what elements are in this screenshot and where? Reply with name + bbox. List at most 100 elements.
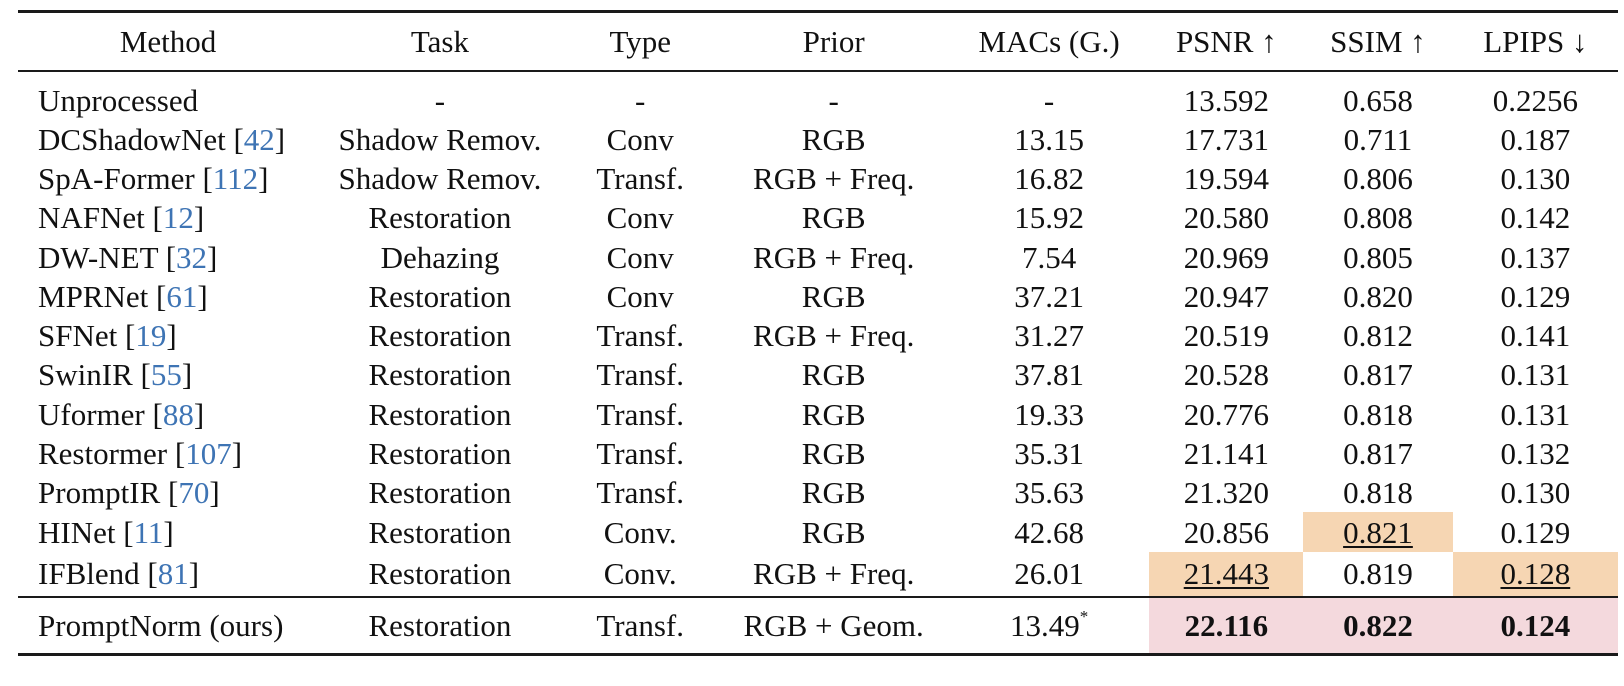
citation-link[interactable]: 42 (243, 121, 275, 157)
ssim-cell: 0.820 (1343, 278, 1413, 314)
lpips-cell: 0.2256 (1492, 83, 1578, 118)
table-body: Unprocessed - - - - 13.592 0.658 0.2256 … (18, 71, 1618, 597)
method-cell: SFNet [19] (38, 318, 177, 354)
method-cell: SwinIR [55] (38, 357, 193, 393)
prior-cell: RGB (801, 514, 866, 550)
lpips-cell: 0.132 (1500, 436, 1571, 472)
ssim-cell: 0.658 (1343, 83, 1413, 118)
method-name: MPRNet (38, 278, 149, 314)
method-cell: NAFNet [12] (38, 200, 205, 236)
citation-link[interactable]: 61 (166, 278, 198, 314)
task-cell: Restoration (368, 556, 512, 592)
ssim-cell: 0.818 (1343, 475, 1413, 511)
table-row: MPRNet [61] Restoration Conv RGB 37.21 2… (18, 277, 1618, 316)
lpips-cell: 0.130 (1500, 160, 1571, 196)
method-cell: DCShadowNet [42] (38, 121, 286, 157)
citation-link[interactable]: 107 (185, 436, 232, 472)
psnr-cell: 13.592 (1183, 83, 1269, 118)
method-cell: PromptIR [70] (38, 475, 220, 511)
header-task: Task (318, 10, 562, 72)
macs-cell: 19.33 (1014, 396, 1084, 432)
citation-link[interactable]: 88 (162, 396, 194, 432)
citation-link[interactable]: 19 (135, 318, 167, 354)
lpips-cell: 0.131 (1500, 396, 1571, 432)
method-cell: IFBlend [81] (38, 556, 200, 592)
lpips-cell-best: 0.124 (1452, 595, 1618, 657)
table-row: DW-NET [32] Dehazing Conv RGB + Freq. 7.… (18, 237, 1618, 276)
method-name: HINet (38, 514, 116, 550)
task-cell: Restoration (368, 396, 512, 432)
psnr-cell: 17.731 (1183, 121, 1269, 157)
table-row: Restormer [107] Restoration Transf. RGB … (18, 434, 1618, 473)
task-cell: Restoration (368, 318, 512, 354)
task-cell: Restoration (368, 514, 512, 550)
method-name: SwinIR (38, 357, 133, 393)
citation-link[interactable]: 70 (178, 475, 210, 511)
psnr-value: 21.443 (1183, 556, 1269, 592)
macs-cell: 13.15 (1014, 121, 1084, 157)
prior-cell: RGB + Freq. (753, 318, 915, 354)
table-row: SpA-Former [112] Shadow Remov. Transf. R… (18, 159, 1618, 198)
citation-link[interactable]: 112 (212, 160, 259, 196)
method-cell: MPRNet [61] (38, 278, 208, 314)
type-cell: Transf. (596, 396, 684, 432)
type-cell: Transf. (596, 475, 684, 511)
macs-cell: 42.68 (1014, 514, 1084, 550)
task-cell: Restoration (318, 595, 562, 657)
header-psnr: PSNR ↑ (1149, 10, 1304, 72)
psnr-cell: 20.947 (1183, 278, 1269, 314)
psnr-cell: 21.141 (1183, 436, 1269, 472)
macs-cell: 35.31 (1014, 436, 1084, 472)
table-row: HINet [11] Restoration Conv. RGB 42.68 2… (18, 512, 1618, 552)
lpips-cell: 0.137 (1500, 239, 1571, 275)
lpips-cell: 0.130 (1500, 475, 1571, 511)
table-row: DCShadowNet [42] Shadow Remov. Conv RGB … (18, 120, 1618, 159)
method-name: SFNet (38, 318, 118, 354)
ssim-cell: 0.808 (1343, 200, 1413, 236)
lpips-cell-second-best: 0.128 (1452, 551, 1618, 597)
citation-link[interactable]: 12 (162, 200, 194, 236)
macs-cell: 37.81 (1014, 357, 1084, 393)
macs-value: 13.49 (1009, 608, 1080, 644)
macs-cell: 13.49* (948, 595, 1150, 657)
method-name: Unprocessed (38, 83, 199, 118)
header-row: Method Task Type Prior MACs (G.) PSNR ↑ … (18, 10, 1618, 72)
task-cell: Dehazing (380, 239, 500, 275)
method-cell: Restormer [107] (38, 436, 243, 472)
type-cell: Conv (606, 278, 674, 314)
macs-cell: 35.63 (1014, 475, 1084, 511)
psnr-cell: 20.776 (1183, 396, 1269, 432)
ssim-cell: 0.819 (1343, 556, 1413, 592)
method-name: NAFNet (38, 200, 145, 236)
type-cell: Transf. (596, 318, 684, 354)
ours-body: PromptNorm (ours) Restoration Transf. RG… (18, 595, 1618, 657)
type-cell: Conv. (603, 556, 677, 592)
method-cell: Unprocessed (18, 71, 318, 120)
method-name: PromptIR (38, 475, 161, 511)
header-macs: MACs (G.) (948, 10, 1150, 72)
prior-cell: RGB (801, 475, 866, 511)
prior-cell: - (828, 83, 839, 118)
table-row: SFNet [19] Restoration Transf. RGB + Fre… (18, 316, 1618, 355)
macs-footnote-mark: * (1079, 607, 1089, 627)
header-lpips: LPIPS ↓ (1452, 10, 1618, 72)
psnr-cell: 20.528 (1183, 357, 1269, 393)
prior-cell: RGB (801, 357, 866, 393)
citation-link[interactable]: 55 (150, 357, 182, 393)
method-name: IFBlend (38, 556, 140, 592)
ssim-cell: 0.711 (1343, 121, 1413, 157)
citation-link[interactable]: 11 (133, 514, 164, 550)
citation-link[interactable]: 81 (157, 556, 189, 592)
task-cell: Restoration (368, 475, 512, 511)
ssim-cell: 0.806 (1343, 160, 1413, 196)
lpips-cell: 0.129 (1500, 278, 1571, 314)
lpips-value: 0.128 (1500, 556, 1571, 592)
table-row: PromptIR [70] Restoration Transf. RGB 35… (18, 473, 1618, 512)
table-row: Uformer [88] Restoration Transf. RGB 19.… (18, 395, 1618, 434)
ssim-cell: 0.805 (1343, 239, 1413, 275)
ssim-cell-second-best: 0.821 (1303, 512, 1453, 552)
citation-link[interactable]: 32 (176, 239, 208, 275)
type-cell: - (635, 83, 646, 118)
method-name: DW-NET (38, 239, 158, 275)
